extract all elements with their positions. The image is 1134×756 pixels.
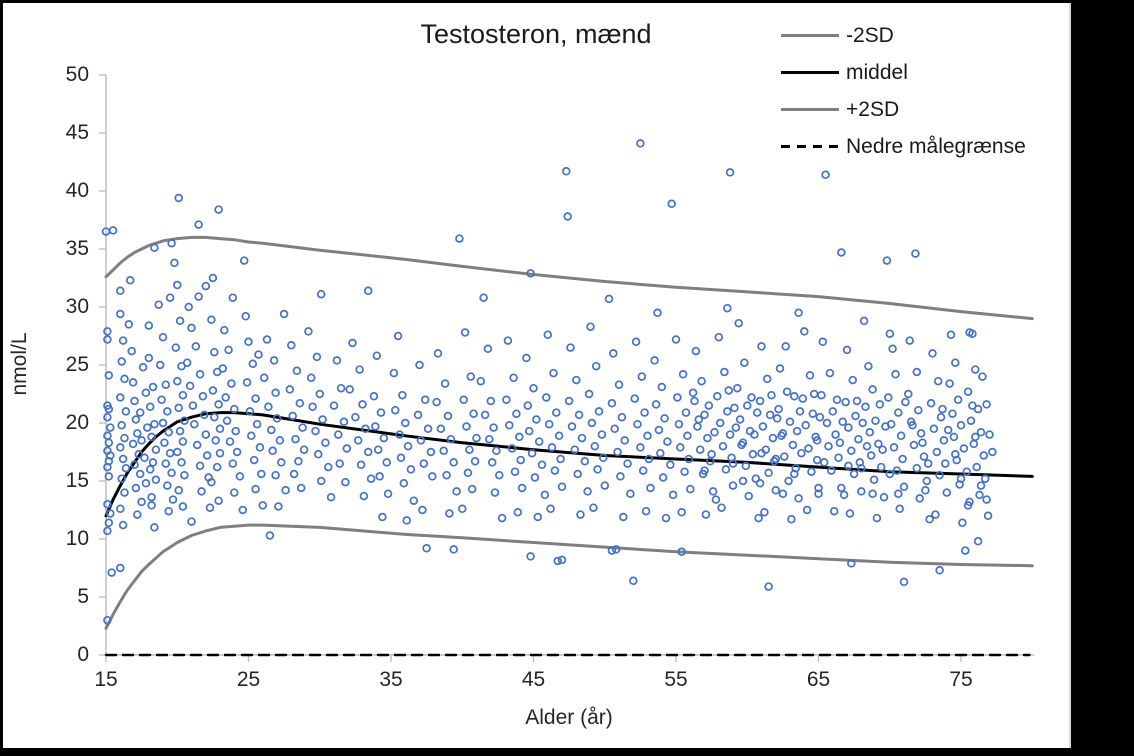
legend: -2SD middel +2SD Nedre målegrænse <box>781 17 1026 165</box>
y-tick-label: 35 <box>65 237 89 260</box>
curve--2sd <box>104 523 1034 630</box>
y-tick-label: 15 <box>65 469 89 492</box>
y-tick-label: 20 <box>65 411 89 434</box>
y-tick-label: 40 <box>65 179 89 202</box>
x-tick-label: 45 <box>521 668 546 691</box>
x-tick-label: 35 <box>379 668 403 691</box>
legend-label: middel <box>846 60 908 84</box>
x-tick-label: 65 <box>806 668 831 691</box>
plus2sd-line-sample <box>781 108 839 111</box>
x-tick-label: 25 <box>236 668 261 691</box>
x-tick-label: 15 <box>94 668 118 691</box>
legend-item-middel: middel <box>781 54 1026 91</box>
y-tick-label: 0 <box>77 643 89 666</box>
y-tick-label: 10 <box>65 527 89 550</box>
y-tick-label: 50 <box>65 63 89 86</box>
dashed-line-sample <box>781 145 839 148</box>
y-tick-label: 30 <box>65 295 89 318</box>
curve-+2sd <box>104 235 1034 321</box>
legend-item-plus2sd: +2SD <box>781 91 1026 128</box>
legend-label: -2SD <box>846 23 894 47</box>
curve-middel <box>104 411 1034 518</box>
plot-svg <box>99 74 1035 662</box>
chart-title: Testosteron, mænd <box>420 19 652 49</box>
scatter-series <box>101 139 997 625</box>
minus2sd-line-sample <box>781 34 839 37</box>
legend-label: Nedre målegrænse <box>846 134 1026 158</box>
legend-item-minus2sd: -2SD <box>781 17 1026 54</box>
legend-label: +2SD <box>846 97 900 121</box>
x-tick-label: 55 <box>664 668 688 691</box>
x-axis-title: Alder (år) <box>525 706 613 729</box>
y-tick-label: 25 <box>65 353 89 376</box>
y-tick-label: 45 <box>65 121 89 144</box>
x-tick-label: 75 <box>949 668 973 691</box>
legend-item-nedre-maalegraense: Nedre målegrænse <box>781 128 1026 165</box>
chart-area: Testosteron, mænd nmol/L Alder (år) -2SD… <box>3 3 1071 748</box>
middel-line-sample <box>781 71 839 74</box>
y-tick-label: 5 <box>77 585 89 608</box>
